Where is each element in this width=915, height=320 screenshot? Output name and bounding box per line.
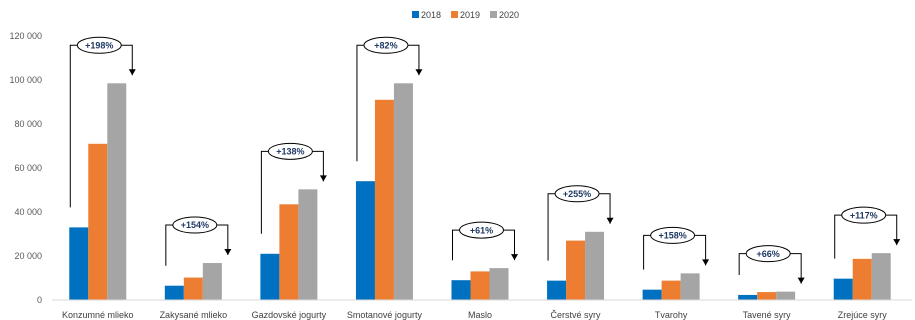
legend-label-2020: 2020 [499,10,519,20]
bar-2018 [451,280,471,300]
x-tick-label: Tavené syry [743,310,792,320]
growth-arrow [893,239,901,246]
bar-2020 [393,83,413,300]
growth-arrow [702,259,710,266]
x-tick-label: Gazdovské jogurty [252,310,327,320]
y-tick-label: 60 000 [14,163,42,173]
bar-2018 [547,280,567,300]
bar-2018 [69,227,89,300]
growth-arrow [415,69,423,76]
bar-2018 [642,289,662,300]
bar-2019 [566,240,586,300]
x-tick-label: Zakysané mlieko [160,310,228,320]
legend-swatch-2019 [451,11,458,18]
growth-badge [650,226,696,244]
growth-label: +61% [470,225,493,235]
bar-2020 [202,263,222,300]
growth-label: +154% [181,220,209,230]
growth-label: +138% [276,147,304,157]
bar-2019 [661,280,681,300]
bar-2020 [298,189,318,300]
y-tick-label: 0 [37,295,42,305]
legend-label-2018: 2018 [421,10,441,20]
x-tick-label: Čerstvé syry [551,310,602,320]
growth-badge [267,142,313,160]
x-tick-label: Maslo [468,310,492,320]
bar-2018 [260,253,280,300]
growth-annotations: +198% +154% +138% +82% +61% +255% +158% +66% +11… [69,36,901,284]
bar-2019 [88,143,108,300]
growth-label: +66% [757,249,780,259]
legend-label-2019: 2019 [460,10,480,20]
bar-2020 [489,268,509,300]
y-tick-label: 100 000 [9,75,42,85]
growth-label: +255% [563,189,591,199]
bar-2020 [680,273,700,300]
growth-badge [172,216,218,234]
y-axis: 0 20 000 40 000 60 000 80 000 100 000 120 000 [9,31,42,305]
bar-2019 [183,277,203,300]
growth-badge [841,206,887,224]
y-tick-label: 20 000 [14,251,42,261]
legend-swatch-2020 [490,11,497,18]
growth-arrow [224,249,232,256]
legend: 2018 2019 2020 [412,10,519,20]
legend-swatch-2018 [412,11,419,18]
bar-2019 [279,204,299,300]
growth-arrow [797,277,805,284]
bars [69,83,891,300]
growth-badge [76,36,122,54]
y-tick-label: 40 000 [14,207,42,217]
growth-badge [554,185,600,203]
y-tick-label: 80 000 [14,119,42,129]
growth-label: +82% [374,41,397,51]
growth-badge [363,36,409,54]
bar-2018 [355,181,375,300]
growth-label: +158% [658,231,686,241]
growth-arrow [606,217,614,224]
x-axis: Konzumné mlieko Zakysané mlieko Gazdovské … [52,299,912,320]
bar-2018 [738,294,758,300]
x-tick-label: Zrejúce syry [838,310,888,320]
x-tick-label: Smotanové jogurty [347,310,423,320]
growth-arrow [128,69,136,76]
bar-2018 [833,278,853,300]
growth-label: +117% [850,210,878,220]
growth-arrow [319,175,327,182]
growth-arrow [511,254,518,261]
bar-2019 [852,258,872,300]
growth-badge [459,221,504,239]
y-tick-label: 120 000 [9,31,42,41]
bar-2019 [374,99,394,300]
bar-2020 [585,231,605,300]
bar-2020 [871,253,891,300]
x-tick-label: Konzumné mlieko [62,310,134,320]
bar-2018 [164,285,184,300]
bar-2019 [757,292,777,300]
growth-label: +198% [85,41,113,51]
bar-2020 [776,291,796,300]
bar-2020 [107,83,127,300]
x-tick-label: Tvarohy [655,310,688,320]
growth-badge [745,245,791,263]
bar-2019 [470,271,490,300]
